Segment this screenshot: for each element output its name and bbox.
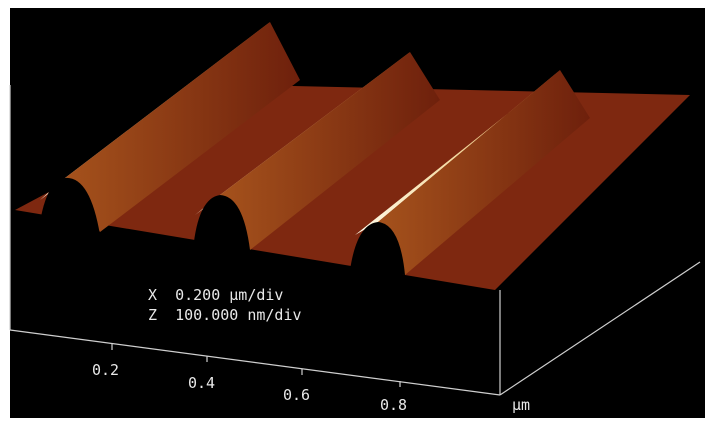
tick-label: 0.4: [188, 374, 215, 392]
afm-image: X 0.200 μm/div Z 100.000 nm/div 0.2 0.4 …: [0, 0, 713, 423]
axis-unit: μm: [512, 396, 530, 414]
page: X 0.200 μm/div Z 100.000 nm/div 0.2 0.4 …: [0, 0, 713, 423]
tick-label: 0.8: [380, 396, 407, 414]
x-scale: X 0.200 μm/div: [148, 286, 283, 304]
z-scale: Z 100.000 nm/div: [148, 306, 302, 324]
tick-label: 0.2: [92, 361, 119, 379]
tick-label: 0.6: [283, 386, 310, 404]
